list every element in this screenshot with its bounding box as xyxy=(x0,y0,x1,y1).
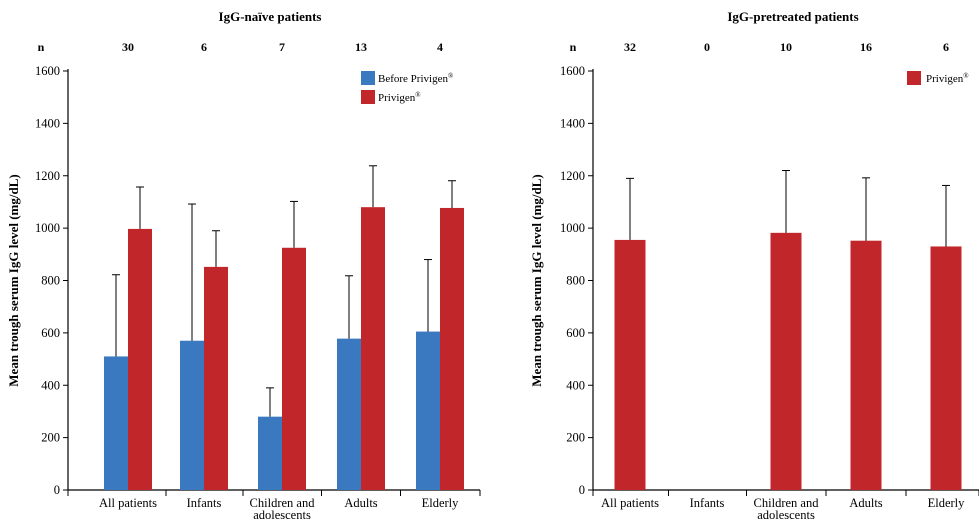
n-label: n xyxy=(570,40,577,54)
y-tick-label: 1200 xyxy=(35,169,60,183)
y-tick-label: 400 xyxy=(566,378,585,392)
n-value: 6 xyxy=(943,40,949,54)
n-value: 30 xyxy=(122,40,134,54)
legend-swatch xyxy=(361,71,375,85)
legend-label: Privigen® xyxy=(378,91,421,104)
bar-privigen xyxy=(614,239,646,490)
bar-before-privigen xyxy=(337,338,361,490)
bar-privigen xyxy=(361,207,385,491)
y-tick-label: 200 xyxy=(41,431,60,445)
y-tick-label: 200 xyxy=(566,431,585,445)
x-tick-label: Elderly xyxy=(928,496,966,510)
x-tick-label: All patients xyxy=(601,496,659,510)
bar-privigen xyxy=(282,247,306,490)
x-tick-label: All patients xyxy=(99,496,157,510)
n-value: 32 xyxy=(624,40,636,54)
x-tick-label: Infants xyxy=(187,496,222,510)
x-tick-label: Adults xyxy=(849,496,882,510)
x-tick-label: Infants xyxy=(690,496,725,510)
y-axis-label: Mean trough serum IgG level (mg/dL) xyxy=(529,174,544,386)
bar-privigen xyxy=(128,228,152,490)
n-value: 4 xyxy=(437,40,443,54)
bar-before-privigen xyxy=(180,340,204,490)
bar-before-privigen xyxy=(258,416,282,490)
bar-before-privigen xyxy=(416,331,440,490)
legend: Before Privigen® Privigen® xyxy=(361,71,454,104)
bar-privigen xyxy=(204,266,228,490)
n-value: 6 xyxy=(201,40,207,54)
x-tick-label: Adults xyxy=(344,496,377,510)
chart-title: IgG-naïve patients xyxy=(219,9,322,24)
chart-title: IgG-pretreated patients xyxy=(727,9,858,24)
x-tick-label: Children and xyxy=(250,496,316,510)
y-tick-label: 1000 xyxy=(35,221,60,235)
y-tick-label: 600 xyxy=(566,326,585,340)
y-tick-label: 800 xyxy=(41,274,60,288)
y-tick-label: 800 xyxy=(566,274,585,288)
n-value: 13 xyxy=(355,40,367,54)
x-tick-label: adolescents xyxy=(253,508,311,522)
chart-panel-1: IgG-naïve patients n 30 6 7 13 4 Mean trough se… xyxy=(6,9,481,522)
legend-label: Before Privigen® xyxy=(378,72,454,85)
y-tick-label: 0 xyxy=(54,483,60,497)
legend-swatch xyxy=(361,90,375,104)
legend-swatch xyxy=(907,71,921,85)
n-value: 7 xyxy=(279,40,285,54)
y-tick-label: 1400 xyxy=(560,116,585,130)
y-tick-label: 1200 xyxy=(560,169,585,183)
legend-label: Privigen® xyxy=(926,72,969,85)
n-label: n xyxy=(38,40,45,54)
n-value: 16 xyxy=(860,40,872,54)
y-tick-label: 600 xyxy=(41,326,60,340)
bar-privigen xyxy=(850,240,882,490)
x-tick-label: Children and xyxy=(754,496,820,510)
x-tick-label: Elderly xyxy=(422,496,460,510)
bar-privigen xyxy=(930,246,962,490)
legend: Privigen® xyxy=(907,71,969,85)
y-tick-label: 400 xyxy=(41,378,60,392)
y-tick-label: 0 xyxy=(579,483,585,497)
y-axis-label: Mean trough serum IgG level (mg/dL) xyxy=(6,174,21,386)
y-tick-label: 1600 xyxy=(560,64,585,78)
n-value: 10 xyxy=(780,40,792,54)
y-tick-label: 1600 xyxy=(35,64,60,78)
n-value: 0 xyxy=(704,40,710,54)
bar-before-privigen xyxy=(104,356,128,490)
bar-privigen xyxy=(440,207,464,490)
chart-panel-2: IgG-pretreated patients n 32 0 10 16 6 Mean tro… xyxy=(529,9,979,522)
y-tick-label: 1400 xyxy=(35,116,60,130)
x-tick-label: adolescents xyxy=(757,508,815,522)
y-tick-label: 1000 xyxy=(560,221,585,235)
bar-privigen xyxy=(770,232,802,490)
